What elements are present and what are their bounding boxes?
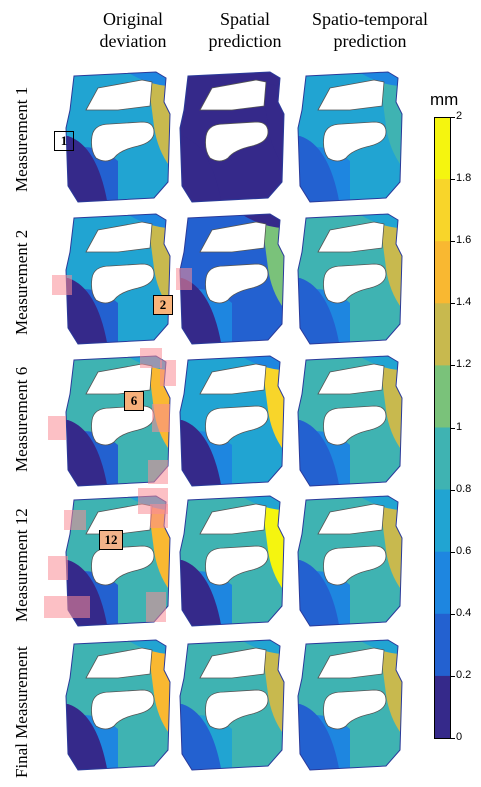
badge-12: 12 [99,530,123,550]
column-header-original: Original deviation [99,9,167,51]
door-heatmap [290,490,410,630]
door-heatmap [58,634,178,774]
door-heatmap [172,490,292,630]
row-label-12: Measurement 12 [12,508,31,622]
door-heatmap [290,634,410,774]
colorbar-tick-label: 1.2 [456,358,472,371]
measurement-region-overlay [146,592,166,622]
measurement-region-overlay [160,360,176,386]
colorbar [434,117,451,739]
colorbar-band [434,427,451,491]
colorbar-tick-label: 1.6 [456,234,472,247]
colorbar-tick-mark [451,365,455,367]
colorbar-tick-mark [451,179,455,181]
measurement-region-overlay [48,416,66,440]
measurement-region-overlay [148,460,168,484]
door-heatmap [58,66,178,206]
colorbar-band [434,117,451,180]
door-heatmap [290,350,410,490]
column-header-spatiotemporal: Spatio-temporal prediction [312,9,428,51]
column-header-spatial: Spatial prediction [208,9,282,51]
colorbar-band [434,179,451,242]
badge-2: 2 [153,295,173,315]
colorbar-band [434,303,451,366]
door-heatmap [58,208,178,348]
colorbar-tick-label: 2 [456,110,463,122]
colorbar-tick-mark [451,241,455,243]
door-heatmap [172,66,292,206]
colorbar-tick-label: 1.4 [456,296,472,309]
colorbar-tick-label: 0 [456,731,463,743]
colorbar-band [434,365,451,428]
badge-6: 6 [124,391,144,411]
row-label-2: Measurement 2 [12,229,31,335]
door-heatmap [290,66,410,206]
colorbar-tick-label: 1.8 [456,172,472,185]
measurement-region-overlay [140,348,162,368]
colorbar-tick-label: 0.4 [456,606,472,619]
colorbar-tick-label: 0.6 [456,544,472,557]
measurement-region-overlay [52,275,72,295]
colorbar-tick-label: 1 [456,420,463,433]
measurement-region-overlay [48,556,68,580]
measurement-region-overlay [44,596,90,618]
door-heatmap [290,208,410,348]
colorbar-tick-mark [451,489,455,491]
colorbar-tick-mark [451,551,455,553]
measurement-region-overlay [150,504,168,528]
measurement-region-overlay [176,268,192,290]
door-heatmap [172,634,292,774]
measurement-region-overlay [152,404,170,432]
door-heatmap [172,350,292,490]
door-heatmap [172,208,292,348]
colorbar-tick-label: 0.8 [456,482,472,495]
badge-1: 1 [54,131,74,151]
colorbar-tick-label: 0.2 [456,668,472,681]
colorbar-band [434,675,451,739]
measurement-region-overlay [64,510,86,530]
colorbar-unit: mm [430,90,459,109]
row-label-6: Measurement 6 [12,366,31,472]
colorbar-band [434,551,451,615]
row-label-final: Final Measurement [12,646,31,778]
colorbar-band [434,489,451,553]
row-label-1: Measurement 1 [12,86,31,192]
colorbar-tick-mark [451,675,455,677]
colorbar-tick-mark [451,303,455,305]
colorbar-tick-mark [451,613,455,615]
colorbar-tick-mark [451,117,455,118]
colorbar-band [434,241,451,304]
colorbar-band [434,613,451,677]
colorbar-tick-mark [451,427,455,429]
colorbar-tick-mark [451,738,455,739]
